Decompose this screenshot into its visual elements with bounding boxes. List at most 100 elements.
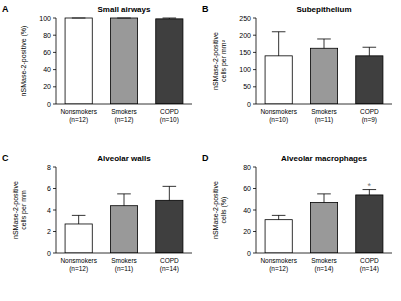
bar	[156, 200, 183, 253]
panel-letter: C	[2, 153, 9, 163]
y-axis	[56, 167, 57, 253]
annotation: *	[368, 181, 372, 191]
error-bar	[317, 194, 331, 203]
tick-label: 200	[239, 32, 251, 39]
error-line	[324, 39, 325, 48]
tick-label: 0	[247, 250, 251, 257]
tick	[253, 69, 256, 70]
tick-label: 0	[47, 101, 51, 108]
tick-label: 150	[239, 49, 251, 56]
tick-label: 4	[47, 207, 51, 214]
category-label: Smokers(n=14)	[311, 257, 337, 273]
error-bar	[363, 47, 377, 56]
error-cap	[72, 215, 86, 216]
category-label: COPD(n=14)	[360, 257, 379, 273]
tick-label: 2	[47, 228, 51, 235]
tick-label: 6	[47, 185, 51, 192]
axis-label: nSMase-2-positivecells per mm	[12, 181, 28, 239]
bar	[110, 18, 137, 104]
tick-label: 40	[43, 66, 51, 73]
error-cap	[272, 31, 286, 32]
category-label: Smokers(n=12)	[111, 108, 137, 124]
error-line	[369, 47, 370, 56]
error-line	[324, 194, 325, 203]
tick	[253, 167, 256, 168]
bar	[265, 56, 292, 104]
x-axis	[256, 104, 392, 105]
category-label: Nonsmokers(n=12)	[260, 257, 297, 273]
error-cap	[117, 193, 131, 194]
panel-letter: A	[2, 4, 9, 14]
tick-label: 80	[43, 32, 51, 39]
tick	[253, 104, 256, 105]
y-axis	[256, 18, 257, 104]
axis-label: nSMase-2-positive (%)	[20, 26, 28, 97]
category-label: Nonsmokers(n=12)	[60, 257, 97, 273]
tick	[53, 210, 56, 211]
tick	[253, 231, 256, 232]
error-bar	[72, 18, 86, 19]
category-label: Smokers(n=11)	[311, 108, 337, 124]
y-axis	[256, 167, 257, 253]
tick	[253, 86, 256, 87]
error-line	[278, 32, 279, 56]
category-label: Nonsmokers(n=10)	[260, 108, 297, 124]
title: Small airways	[98, 5, 151, 14]
error-bar	[117, 18, 131, 19]
error-bar	[117, 194, 131, 206]
panel: A Small airways nSMase-2-positive (%) 0 20 40…	[2, 4, 192, 124]
tick	[53, 18, 56, 19]
tick-label: 20	[43, 83, 51, 90]
x-axis	[56, 253, 192, 254]
error-cap	[163, 186, 177, 187]
error-line	[78, 215, 79, 224]
tick	[253, 18, 256, 19]
axis-label: nSMase-2-positivecells (%)	[212, 181, 228, 239]
title: Alveolar walls	[97, 154, 151, 163]
error-cap	[317, 38, 331, 39]
error-line	[124, 194, 125, 206]
tick-label: 60	[43, 49, 51, 56]
x-axis	[256, 253, 392, 254]
error-bar	[272, 32, 286, 56]
error-bar	[317, 39, 331, 48]
tick	[53, 104, 56, 105]
bar	[356, 56, 383, 104]
error-bar	[163, 18, 177, 20]
error-line	[169, 186, 170, 200]
tick-label: 100	[39, 15, 51, 22]
category-label: Nonsmokers(n=12)	[60, 108, 97, 124]
marks	[65, 186, 183, 253]
tick	[53, 188, 56, 189]
tick-label: 60	[243, 185, 251, 192]
x-axis	[56, 104, 192, 105]
tick	[53, 69, 56, 70]
bar	[356, 195, 383, 253]
bar	[65, 18, 92, 104]
y-axis	[56, 18, 57, 104]
bar	[310, 48, 337, 104]
category-label: COPD(n=9)	[360, 108, 379, 124]
marks	[65, 18, 183, 104]
bar	[156, 19, 183, 104]
category-label: COPD(n=14)	[160, 257, 179, 273]
tick-label: 80	[243, 164, 251, 171]
tick	[253, 188, 256, 189]
tick	[53, 231, 56, 232]
tick	[253, 52, 256, 53]
panel: BSubepitheliumnSMase-2-positivecells per…	[202, 4, 392, 124]
tick	[253, 35, 256, 36]
category-label: COPD(n=10)	[160, 108, 179, 124]
error-cap	[363, 47, 377, 48]
tick-label: 0	[247, 101, 251, 108]
tick-label: 40	[243, 207, 251, 214]
error-cap	[272, 215, 286, 216]
tick	[53, 167, 56, 168]
figure: ASmall airwaysnSMase-2-positive (%)02040…	[0, 0, 401, 301]
error-cap	[317, 193, 331, 194]
bar	[65, 224, 92, 253]
error-line	[278, 215, 279, 219]
error-cap	[117, 18, 131, 19]
bar	[265, 220, 292, 253]
tick	[53, 253, 56, 254]
